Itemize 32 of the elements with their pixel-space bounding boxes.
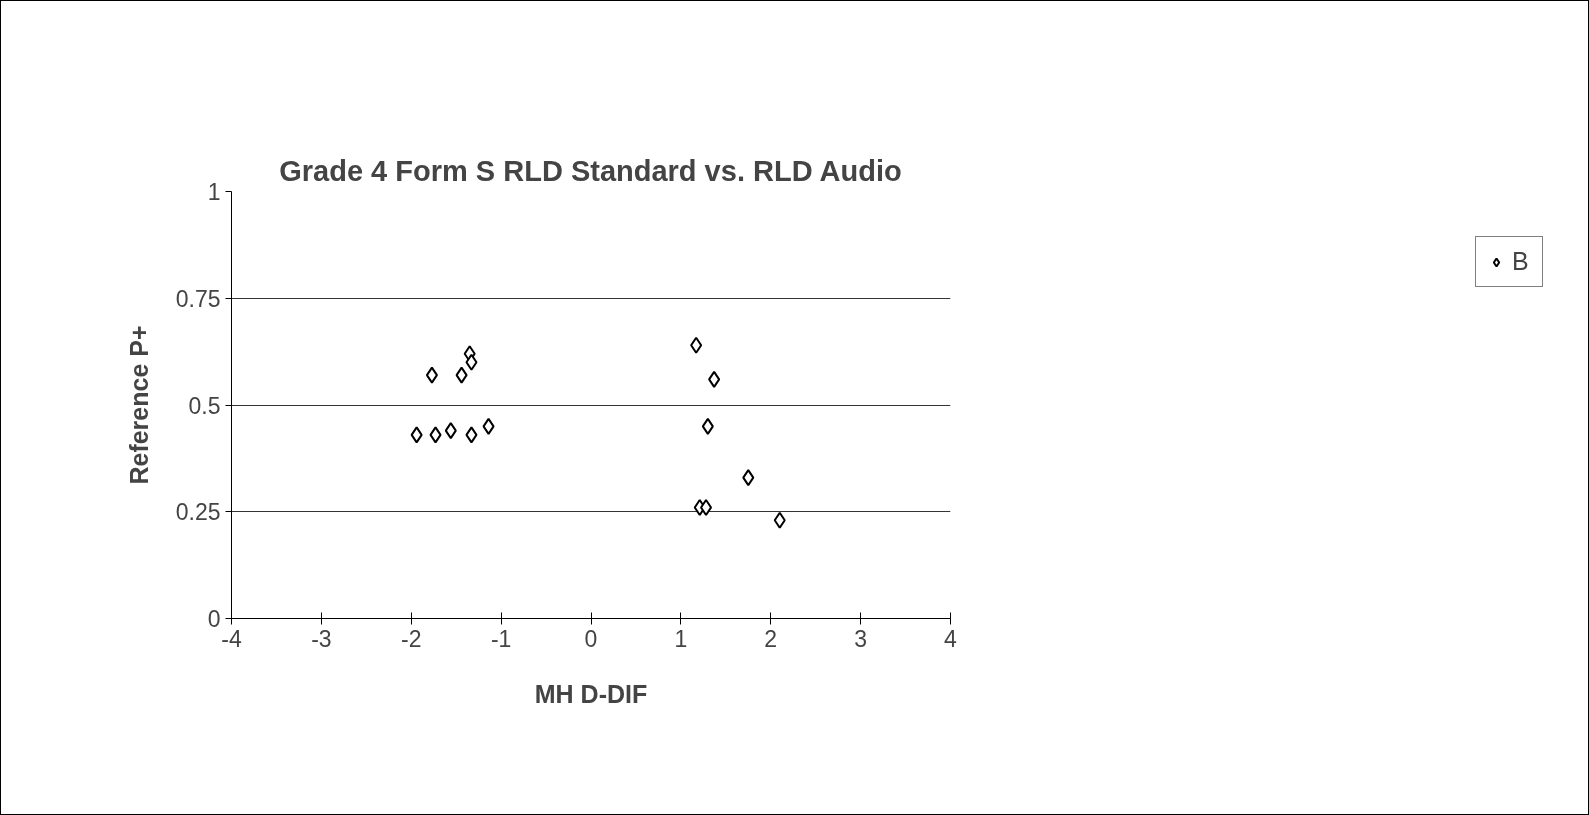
point — [465, 353, 478, 371]
x-tick-label: -1 — [490, 625, 512, 652]
point — [429, 426, 442, 444]
chart-title: Grade 4 Form S RLD Standard vs. RLD Audio — [279, 154, 902, 187]
x-tick-label: 4 — [944, 625, 958, 652]
y-tick-label: 0.5 — [188, 392, 221, 419]
x-tick-label: -3 — [311, 625, 332, 652]
point — [465, 426, 478, 444]
y-tick-label: 0 — [207, 606, 221, 632]
legend-label: B — [1512, 247, 1530, 276]
x-tick-label: -4 — [221, 625, 242, 652]
point — [701, 417, 714, 435]
y-axis-title: Reference P+ — [124, 325, 153, 485]
point — [773, 511, 786, 529]
y-tick-label: 0.75 — [175, 285, 221, 312]
x-tick-label: -2 — [401, 625, 422, 652]
x-axis-title: MH D-DIF — [534, 679, 648, 708]
x-tick-label: 3 — [854, 625, 868, 652]
x-tick-label: 0 — [584, 625, 598, 652]
point — [482, 417, 495, 435]
x-tick-label: 2 — [764, 625, 778, 652]
point — [708, 370, 721, 388]
point — [444, 422, 457, 440]
point — [690, 336, 703, 354]
x-tick-label: 1 — [674, 625, 688, 652]
point — [742, 469, 755, 487]
point — [700, 498, 713, 516]
y-tick-label: 1 — [207, 179, 221, 205]
y-tick-label: 0.25 — [175, 499, 221, 526]
point — [410, 426, 423, 444]
point — [455, 366, 468, 384]
point — [425, 366, 438, 384]
